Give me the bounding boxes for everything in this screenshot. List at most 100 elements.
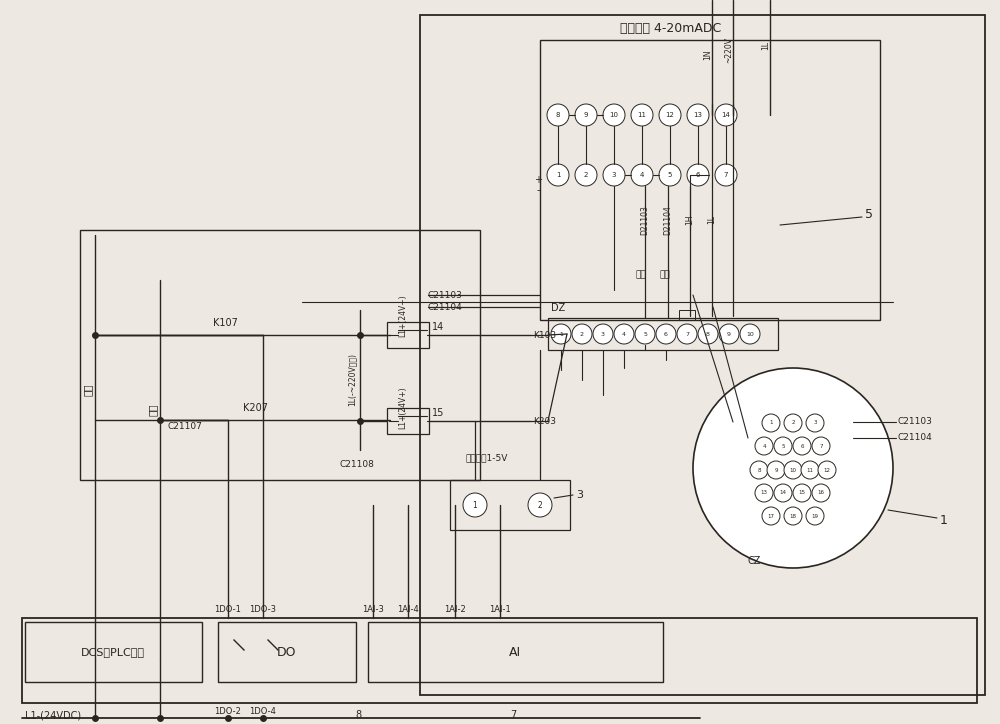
- Circle shape: [715, 104, 737, 126]
- Circle shape: [812, 484, 830, 502]
- Text: ~220V: ~220V: [724, 37, 734, 63]
- Text: 3: 3: [576, 490, 583, 500]
- Text: 7: 7: [724, 172, 728, 178]
- Text: C21108: C21108: [340, 460, 375, 469]
- Circle shape: [659, 104, 681, 126]
- Text: 10: 10: [610, 112, 618, 118]
- Bar: [450, 480, 570, 530]
- Text: 11: 11: [638, 112, 646, 118]
- Text: DO: DO: [277, 646, 297, 659]
- Circle shape: [547, 164, 569, 186]
- Bar: [420, 15, 985, 695]
- Text: 18: 18: [790, 513, 796, 518]
- Bar: [25, 622, 202, 682]
- Circle shape: [593, 324, 613, 344]
- Circle shape: [784, 507, 802, 525]
- Circle shape: [687, 164, 709, 186]
- Text: 11: 11: [806, 468, 814, 473]
- Circle shape: [801, 461, 819, 479]
- Circle shape: [719, 324, 739, 344]
- Bar: [540, 40, 880, 320]
- Text: 2: 2: [584, 172, 588, 178]
- Text: D21104: D21104: [664, 205, 672, 235]
- Text: 7: 7: [685, 332, 689, 337]
- Text: 1DO-2: 1DO-2: [215, 707, 241, 716]
- Circle shape: [551, 324, 571, 344]
- Text: 10: 10: [746, 332, 754, 337]
- Text: L1+(24V+): L1+(24V+): [398, 295, 408, 337]
- Text: 1: 1: [473, 500, 477, 510]
- Text: C21107: C21107: [168, 422, 203, 431]
- Text: K103: K103: [533, 330, 556, 340]
- Text: 4: 4: [762, 444, 766, 448]
- Text: 6: 6: [800, 444, 804, 448]
- Circle shape: [693, 368, 893, 568]
- Bar: [548, 318, 778, 350]
- Circle shape: [767, 461, 785, 479]
- Text: 7: 7: [819, 444, 823, 448]
- Circle shape: [656, 324, 676, 344]
- Text: C21103: C21103: [428, 290, 463, 300]
- Circle shape: [812, 437, 830, 455]
- Text: 6: 6: [664, 332, 668, 337]
- Text: 3: 3: [813, 421, 817, 426]
- Text: 3: 3: [601, 332, 605, 337]
- Circle shape: [603, 104, 625, 126]
- Text: 1AI-3: 1AI-3: [362, 605, 384, 614]
- Text: 1DO-3: 1DO-3: [250, 605, 276, 614]
- Circle shape: [762, 414, 780, 432]
- Text: 9: 9: [727, 332, 731, 337]
- Text: 反转: 反转: [660, 271, 670, 279]
- Text: 5: 5: [781, 444, 785, 448]
- Circle shape: [784, 414, 802, 432]
- Text: 13: 13: [761, 490, 768, 495]
- Text: 19: 19: [812, 513, 818, 518]
- Bar: [679, 310, 695, 320]
- Bar: [80, 230, 480, 480]
- Circle shape: [784, 461, 802, 479]
- Text: 5: 5: [668, 172, 672, 178]
- Circle shape: [806, 414, 824, 432]
- Text: 2: 2: [538, 500, 542, 510]
- Circle shape: [687, 104, 709, 126]
- Circle shape: [631, 104, 653, 126]
- Circle shape: [575, 164, 597, 186]
- Circle shape: [774, 484, 792, 502]
- Text: D21103: D21103: [640, 205, 650, 235]
- Circle shape: [575, 104, 597, 126]
- Text: 跳踊输出1-5V: 跳踊输出1-5V: [465, 453, 507, 463]
- Text: 2: 2: [791, 421, 795, 426]
- Text: 1N: 1N: [704, 50, 712, 60]
- Text: DCS或PLC系统: DCS或PLC系统: [81, 647, 145, 657]
- Circle shape: [755, 437, 773, 455]
- Bar: [387, 408, 429, 434]
- Text: 3: 3: [612, 172, 616, 178]
- Circle shape: [659, 164, 681, 186]
- Text: 17: 17: [768, 513, 774, 518]
- Text: 10: 10: [790, 468, 796, 473]
- Bar: [218, 622, 356, 682]
- Text: C21103: C21103: [898, 418, 933, 426]
- Text: 1: 1: [559, 332, 563, 337]
- Text: 反转: 反转: [148, 404, 158, 416]
- Text: 1DO-1: 1DO-1: [215, 605, 241, 614]
- Text: 1: 1: [940, 513, 948, 526]
- Circle shape: [698, 324, 718, 344]
- Circle shape: [547, 104, 569, 126]
- Circle shape: [603, 164, 625, 186]
- Circle shape: [806, 507, 824, 525]
- Circle shape: [740, 324, 760, 344]
- Circle shape: [528, 493, 552, 517]
- Text: 1AI-1: 1AI-1: [489, 605, 511, 614]
- Text: 12: 12: [824, 468, 830, 473]
- Text: 5: 5: [865, 209, 873, 222]
- Text: 8: 8: [706, 332, 710, 337]
- Text: 8: 8: [757, 468, 761, 473]
- Text: L1+(24V+): L1+(24V+): [398, 387, 408, 429]
- Text: 14: 14: [780, 490, 786, 495]
- Text: 6: 6: [696, 172, 700, 178]
- Text: 1L: 1L: [762, 41, 770, 49]
- Text: 14: 14: [432, 322, 444, 332]
- Text: 正转: 正转: [636, 271, 646, 279]
- Text: 12: 12: [666, 112, 674, 118]
